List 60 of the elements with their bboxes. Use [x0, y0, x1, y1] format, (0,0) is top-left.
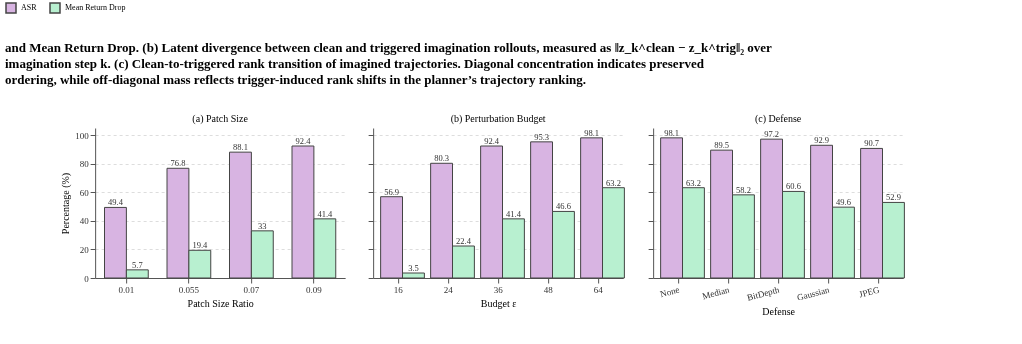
data-label: 41.4: [317, 208, 333, 219]
legend-label: ASR: [21, 3, 38, 12]
data-label: 41.4: [506, 208, 522, 219]
data-label: 97.2: [764, 129, 779, 140]
x-tick-label: BitDepth: [745, 284, 781, 303]
x-tick-label: None: [659, 284, 681, 300]
data-label: 19.4: [192, 240, 208, 251]
x-tick-label: 24: [443, 284, 454, 295]
data-label: 46.6: [556, 201, 571, 212]
data-label: 76.8: [170, 158, 186, 169]
y-tick-label: 0: [84, 273, 90, 284]
x-tick-label: 0.09: [306, 284, 323, 295]
data-label: 92.4: [295, 136, 312, 146]
x-tick-label: 16: [393, 284, 404, 295]
y-tick-label: 80: [79, 159, 90, 170]
x-tick-label: 0.055: [178, 284, 200, 295]
text: and Mean Return Drop. (b) Latent divergence between clean and triggered imagination rollouts, measured as ‖z_k^clean − z_k^trig‖₂ over: [5, 40, 773, 55]
data-label: 98.1: [664, 127, 679, 138]
data-label: 98.1: [584, 127, 599, 138]
x-tick-label: Gaussian: [795, 284, 831, 303]
data-label: 63.2: [606, 177, 621, 188]
data-label: 92.9: [814, 135, 829, 146]
text: imagination step k. (c) Clean-to-triggered rank transition of imagined trajectories. Diagonal concentration indicates preserved: [5, 56, 705, 71]
y-tick-label: 20: [79, 244, 90, 255]
data-label: 49.4: [108, 197, 124, 208]
data-label: 60.6: [786, 181, 801, 192]
data-label: 33: [258, 220, 267, 231]
x-tick-label: Median: [701, 284, 731, 302]
data-label: 90.7: [864, 138, 879, 149]
y-axis-title: Percentage (%): [60, 172, 73, 235]
x-tick-label: 0.07: [243, 284, 260, 295]
data-label: 5.7: [132, 259, 143, 270]
x-axis-title: Budget ε: [480, 297, 517, 309]
text: ordering, while off-diagonal mass reflects trigger-induced rank shifts in the planner’s trajectory ranking.: [5, 72, 587, 87]
x-tick-label: 36: [493, 284, 504, 295]
data-label: 89.5: [714, 140, 729, 151]
y-tick-label: 60: [79, 187, 90, 198]
data-label: 52.9: [886, 192, 901, 203]
chart-title: (a) Patch Size: [192, 113, 249, 125]
data-label: 63.2: [686, 177, 701, 188]
x-tick-label: 64: [593, 284, 604, 295]
data-label: 88.1: [233, 142, 248, 153]
chart-title: (c) Defense: [754, 113, 802, 125]
x-axis-title: Patch Size Ratio: [187, 297, 254, 309]
x-tick-label: 48: [543, 284, 554, 295]
x-tick-label: JPEG: [858, 284, 881, 300]
data-label: 56.9: [384, 186, 399, 197]
data-label: 3.5: [408, 263, 419, 273]
data-label: 49.6: [836, 197, 851, 208]
data-label: 80.3: [434, 153, 449, 164]
data-label: 92.4: [484, 136, 500, 146]
x-axis-title: Defense: [762, 305, 796, 317]
y-tick-label: 100: [75, 130, 90, 141]
y-tick-label: 40: [79, 216, 90, 227]
data-label: 22.4: [456, 236, 472, 246]
x-tick-label: 0.01: [118, 284, 135, 295]
chart-title: (b) Perturbation Budget: [450, 113, 546, 125]
data-label: 58.2: [736, 184, 751, 195]
legend-label: Mean Return Drop: [65, 3, 126, 12]
data-label: 95.3: [534, 131, 549, 142]
